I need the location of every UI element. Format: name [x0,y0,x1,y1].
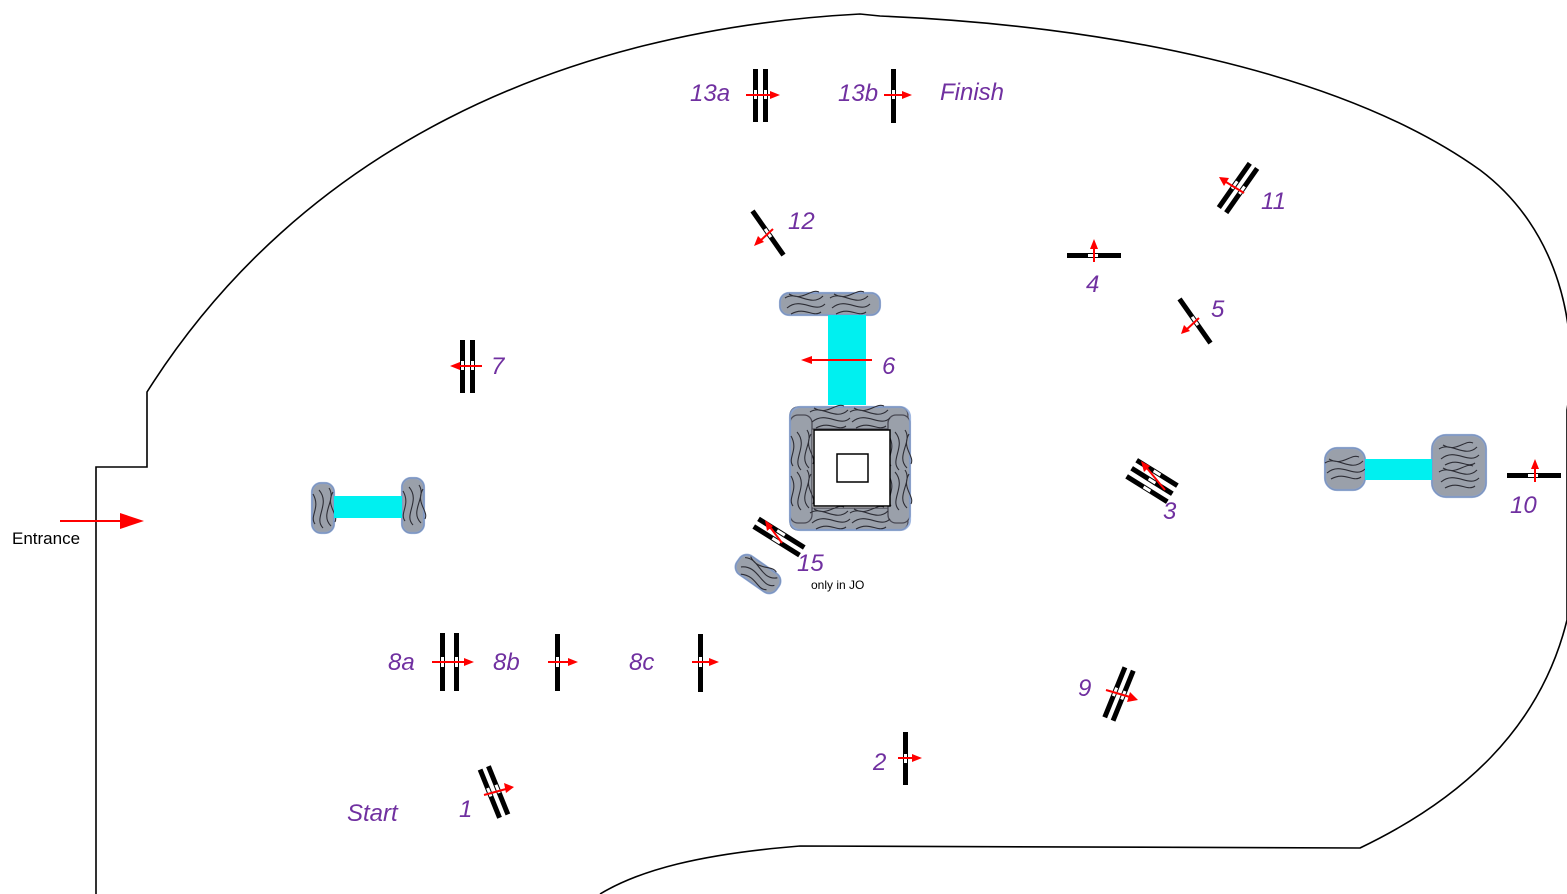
entrance-label: Entrance [12,529,80,548]
fence-5-label: 5 [1211,296,1225,323]
fence-9-label: 9 [1078,675,1091,702]
fence-4-label: 4 [1086,271,1099,298]
fence-8c-label: 8c [629,649,654,676]
fence-3-label: 3 [1163,498,1177,525]
fence-11 [1216,161,1260,215]
fence-15-arrow [769,526,783,544]
right-water-jump [1323,433,1488,499]
fence-12-arrow [759,228,774,242]
entrance-arrowhead [120,513,144,529]
fence-2-label: 2 [872,749,886,776]
arena-boundary [95,13,1567,894]
fence-8a-label: 8a [388,649,415,676]
fence-1-label: 1 [459,796,472,823]
fence-6-label: 6 [882,353,896,380]
fence-12-label: 12 [788,208,815,235]
fence-7-label: 7 [491,353,506,380]
fence-15-bush [734,551,783,595]
fence-9-arrow [1105,689,1131,698]
fence-6-bush [778,290,882,317]
fence-11-label: 11 [1261,188,1286,215]
fence-8b-label: 8b [493,649,520,676]
fence-1-arrow [483,788,507,796]
fence-13b-label: 13b [838,80,878,107]
central-hedge-square [788,404,913,532]
fence-11-arrow [1225,181,1245,194]
left-water-jump [310,476,427,535]
fence-13a-label: 13a [690,80,730,107]
start-label: Start [347,800,399,827]
fence-5-arrow [1185,317,1200,331]
fence-10-label: 10 [1510,492,1537,519]
fence-15-label: 15 [797,550,824,577]
finish-label: Finish [940,79,1004,106]
entrance-marker: Entrance [12,513,144,548]
fence-3-arrow [1145,466,1166,491]
only-in-jo-note: only in JO [811,578,864,592]
